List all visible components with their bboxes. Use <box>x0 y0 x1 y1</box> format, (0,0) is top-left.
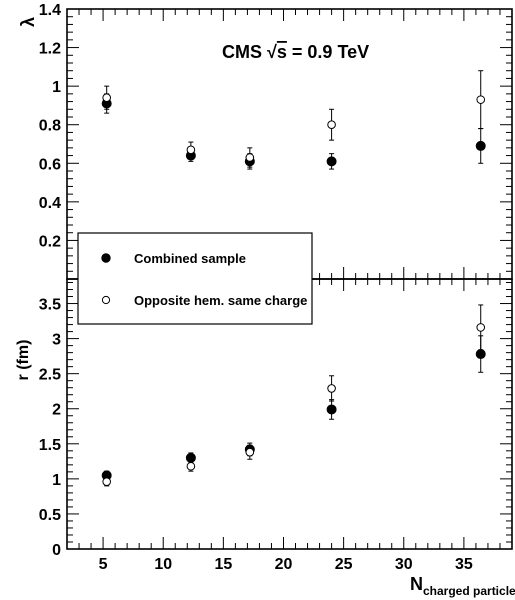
data-point-open <box>245 153 255 162</box>
data-point-open <box>102 477 111 486</box>
y-tick-label: 1.4 <box>39 2 61 19</box>
y-tick-label: 0 <box>52 542 61 559</box>
data-point-filled <box>475 140 486 151</box>
y-tick-label: 0.6 <box>39 156 61 173</box>
bottom-panel: 0 0.5 1 1.5 2 2.5 3 3.5 5 10 15 20 25 30 35 r (fm) Nchar… <box>15 278 515 598</box>
x-tick-label: 20 <box>275 556 293 573</box>
y-axis-title: λ <box>18 17 38 27</box>
legend-marker-open <box>101 295 111 305</box>
y-tick-label: 2.5 <box>39 367 61 384</box>
data-point-open <box>327 384 336 393</box>
annotation-sqrt: √ <box>267 42 277 62</box>
x-tick-label: 15 <box>214 556 232 573</box>
data-point-open <box>102 93 111 103</box>
y-tick-label: 3 <box>52 332 61 349</box>
y-tick-label: 1.2 <box>39 41 61 58</box>
annotation-suffix: = 0.9 TeV <box>287 42 369 62</box>
x-tick-label: 30 <box>395 556 413 573</box>
x-axis-title-sub: charged particles <box>423 584 515 598</box>
legend: Combined sample Opposite hem. same charge <box>77 232 313 325</box>
x-axis-title-main: N <box>410 574 423 594</box>
data-point-open <box>327 120 336 130</box>
legend-label: Opposite hem. same charge <box>134 293 307 308</box>
data-point-open <box>476 95 486 104</box>
y-tick-label: 0.4 <box>39 195 61 212</box>
y-tick-label: 0.5 <box>39 507 61 524</box>
y-axis-title: r (fm) <box>15 340 32 381</box>
data-point-open <box>186 145 196 155</box>
x-tick-label: 10 <box>154 556 172 573</box>
annotation-prefix: CMS <box>222 42 267 62</box>
data-point-filled <box>326 404 337 415</box>
annotation-s: s <box>277 42 287 62</box>
x-tick-label: 25 <box>335 556 353 573</box>
y-tick-label: 1 <box>52 79 61 96</box>
y-tick-label: 0.8 <box>39 118 61 135</box>
data-point-filled <box>475 349 486 360</box>
data-point-open <box>476 323 486 332</box>
data-point-open <box>245 447 255 457</box>
y-tick-label: 0.2 <box>39 233 61 250</box>
legend-marker-filled <box>101 253 111 263</box>
y-tick-label: 3.5 <box>39 297 61 314</box>
y-tick-label: 1 <box>52 472 61 489</box>
y-tick-label: 1.5 <box>39 437 61 454</box>
annotation-text: CMS √s = 0.9 TeV <box>222 42 369 62</box>
legend-label: Combined sample <box>134 251 246 266</box>
y-tick-label: 2 <box>52 402 61 419</box>
top-panel: 0.2 0.4 0.6 0.8 1 1.2 1.4λ CMS √s = 0.9 TeV <box>18 2 513 280</box>
legend-box <box>77 232 313 325</box>
data-point-filled <box>326 156 337 167</box>
x-axis-title: Ncharged particles <box>410 574 515 598</box>
x-tick-label: 35 <box>455 556 473 573</box>
x-tick-label: 5 <box>99 556 108 573</box>
data-point-open <box>186 461 196 471</box>
